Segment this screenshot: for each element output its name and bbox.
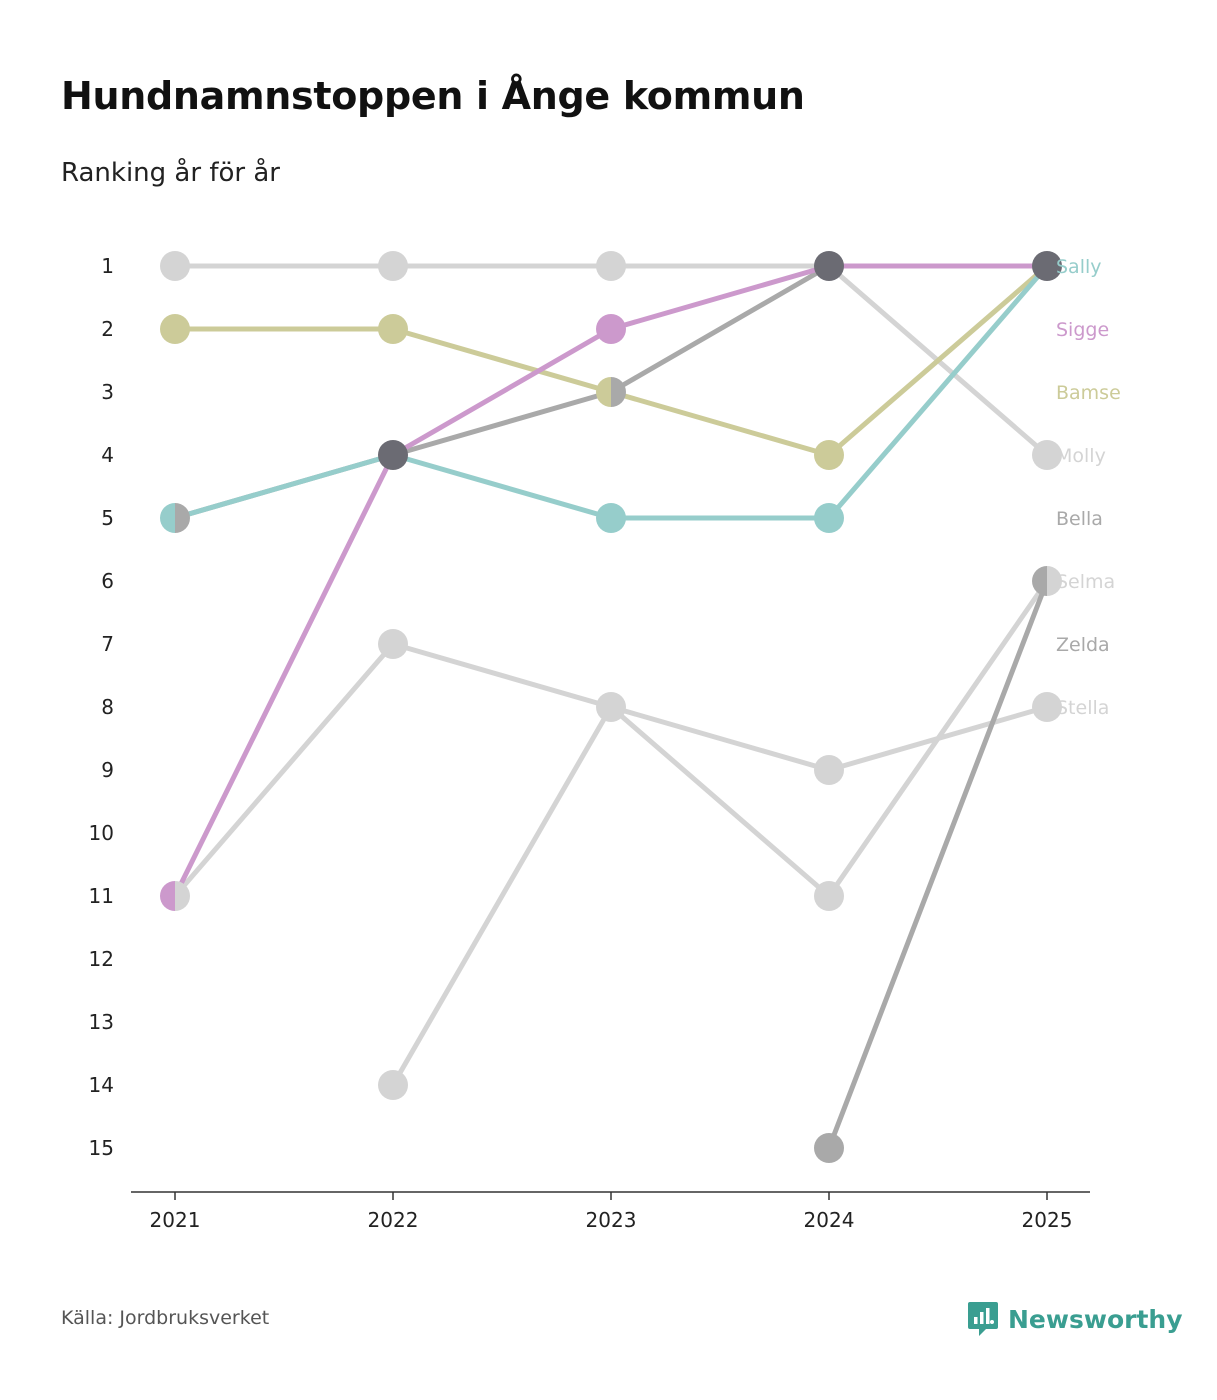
y-tick-label: 7 [101, 632, 114, 656]
data-point-2025-rank-4 [1032, 440, 1062, 470]
data-point-half-selma [596, 692, 611, 722]
end-label-stella: Stella [1056, 697, 1109, 719]
x-axis: 2021 2022 2023 2024 2025 [131, 1191, 1090, 1232]
y-tick-label: 5 [101, 506, 114, 530]
data-point-2025-rank-1 [1032, 251, 1062, 281]
x-tick-label: 2024 [804, 1208, 855, 1232]
end-label-sigge: Sigge [1056, 319, 1109, 341]
data-point-half-zelda [1032, 566, 1047, 596]
data-point-2024-rank-4 [814, 440, 844, 470]
x-tick-label: 2022 [368, 1208, 419, 1232]
data-point-2022-rank-1 [378, 251, 408, 281]
data-point-2022-rank-4 [378, 440, 408, 470]
newsworthy-logo-icon [968, 1302, 998, 1336]
data-point-2021-rank-2 [160, 314, 190, 344]
data-point-half-sigge [160, 881, 175, 911]
series-line-bamse [172, 263, 1050, 458]
end-label-molly: Molly [1056, 445, 1106, 467]
data-point-2024-rank-5 [814, 503, 844, 533]
x-tick-label: 2023 [586, 1208, 637, 1232]
y-tick-label: 8 [101, 695, 114, 719]
series-line-molly [172, 263, 1050, 458]
data-point-2021-rank-11 [160, 881, 190, 911]
data-point-2025-rank-8 [1032, 692, 1062, 722]
data-point-half-bella [611, 377, 626, 407]
y-tick-label: 9 [101, 758, 114, 782]
chart-subtitle: Ranking år för år [61, 158, 280, 188]
data-point-half-sally [160, 503, 175, 533]
y-tick-label: 1 [101, 254, 114, 278]
data-point-2021-rank-5 [160, 503, 190, 533]
y-tick-label: 14 [89, 1073, 114, 1097]
y-tick-label: 11 [89, 884, 114, 908]
end-label-bamse: Bamse [1056, 382, 1121, 404]
y-tick-label: 13 [89, 1010, 114, 1034]
chart-title: Hundnamnstoppen i Ånge kommun [61, 74, 805, 118]
y-tick-label: 10 [89, 821, 114, 845]
x-tick-label: 2021 [150, 1208, 201, 1232]
data-point-half-selma [1047, 566, 1062, 596]
y-tick-label: 3 [101, 380, 114, 404]
source-note: Källa: Jordbruksverket [61, 1307, 270, 1329]
data-point-half-stella [175, 881, 190, 911]
data-point-2024-rank-15 [814, 1133, 844, 1163]
data-point-2023-rank-3 [596, 377, 626, 407]
brand-logo[interactable]: Newsworthy [966, 1300, 1183, 1338]
data-point-half-bella [175, 503, 190, 533]
y-tick-label: 2 [101, 317, 114, 341]
end-label-sally: Sally [1056, 256, 1102, 278]
y-tick-label: 4 [101, 443, 114, 467]
data-point-half-bamse [596, 377, 611, 407]
series-line-zelda [826, 578, 1050, 1151]
data-point-2024-rank-9 [814, 755, 844, 785]
end-label-selma: Selma [1056, 571, 1115, 593]
series-line-sigge [172, 263, 1050, 899]
data-point-2023-rank-8 [596, 692, 626, 722]
data-point-half-stella [611, 692, 626, 722]
data-point-2022-rank-7 [378, 629, 408, 659]
end-label-bella: Bella [1056, 508, 1103, 530]
data-point-2023-rank-1 [596, 251, 626, 281]
y-tick-label: 15 [89, 1136, 114, 1160]
data-point-2024-rank-1 [814, 251, 844, 281]
data-point-2021-rank-1 [160, 251, 190, 281]
brand-name: Newsworthy [1008, 1304, 1183, 1334]
y-tick-label: 6 [101, 569, 114, 593]
x-tick-label: 2025 [1022, 1208, 1073, 1232]
series-points [160, 251, 1062, 1163]
data-point-2024-rank-11 [814, 881, 844, 911]
data-point-2023-rank-5 [596, 503, 626, 533]
y-tick-label: 12 [89, 947, 114, 971]
end-label-zelda: Zelda [1056, 634, 1110, 656]
data-point-2022-rank-14 [378, 1070, 408, 1100]
data-point-2022-rank-2 [378, 314, 408, 344]
data-point-2025-rank-6 [1032, 566, 1062, 596]
series-line-selma [390, 578, 1050, 1088]
end-labels: Sally Sigge Bamse Molly Bella Selma Zelda Stell… [1056, 256, 1121, 719]
data-point-2023-rank-2 [596, 314, 626, 344]
